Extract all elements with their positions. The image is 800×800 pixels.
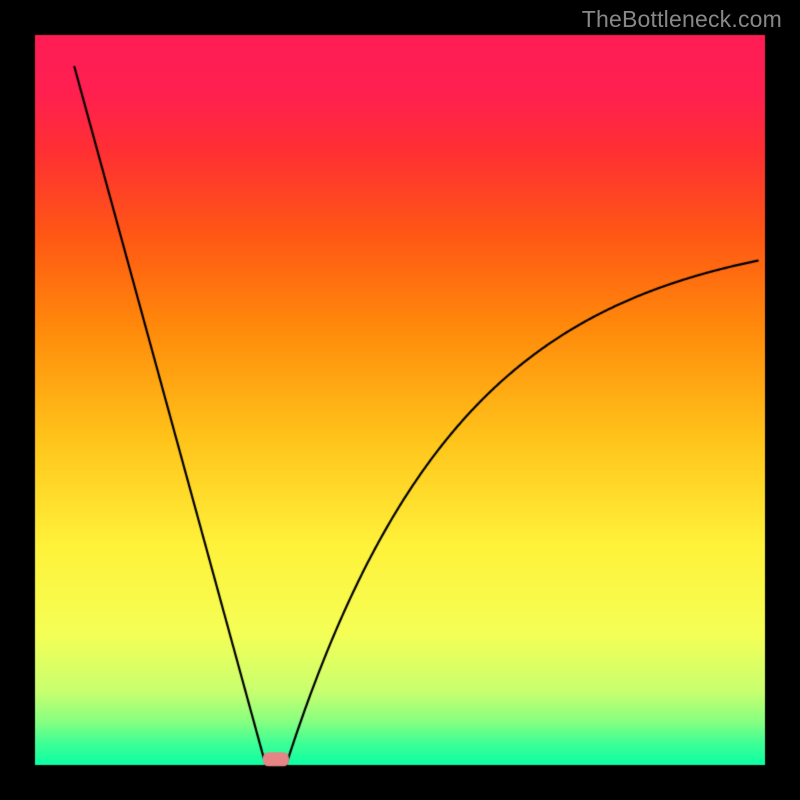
chart-stage: TheBottleneck.com xyxy=(0,0,800,800)
bottleneck-curve-chart xyxy=(0,0,800,800)
